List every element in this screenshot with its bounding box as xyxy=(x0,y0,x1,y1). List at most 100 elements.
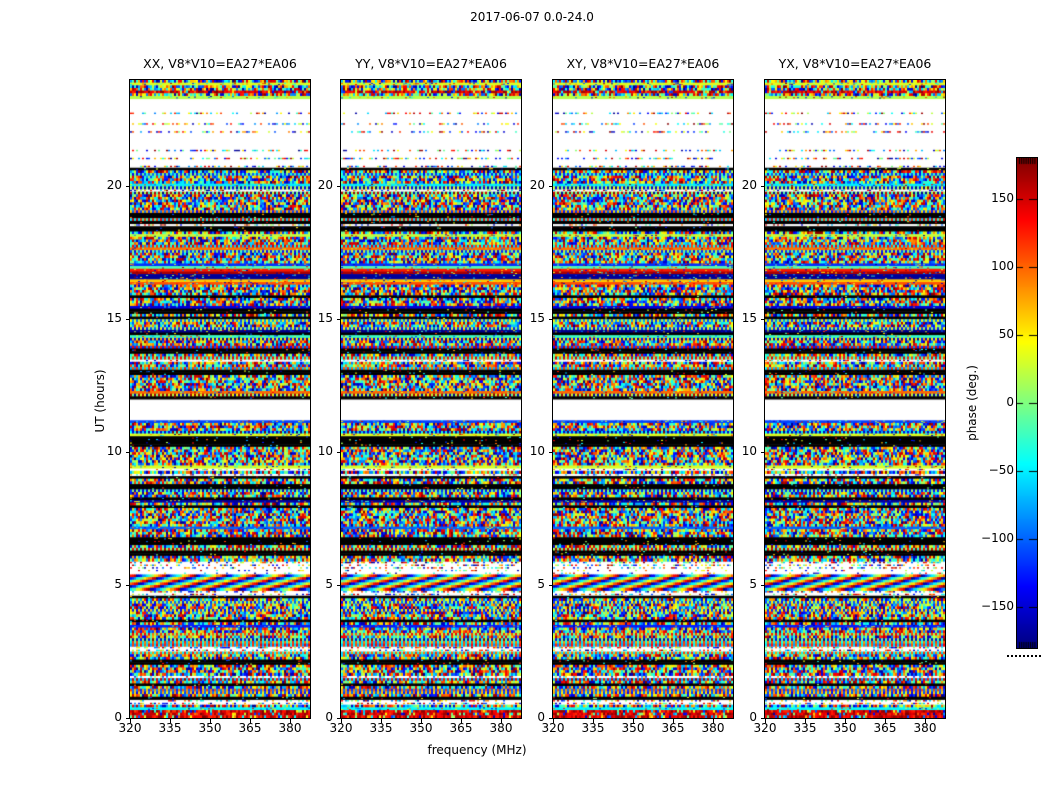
y-tick-label: 0 xyxy=(325,710,333,724)
colorbar-tick-label: −150 xyxy=(981,599,1014,614)
waterfall-canvas-xy xyxy=(552,79,734,719)
x-tick-label: 335 xyxy=(793,721,817,735)
x-tick-label: 335 xyxy=(581,721,605,735)
y-tick-label: 0 xyxy=(749,710,757,724)
x-tick-mark xyxy=(130,719,131,723)
y-tick-label: 20 xyxy=(106,178,122,193)
colorbar-tick-label: 150 xyxy=(991,190,1014,205)
y-tick-label: 5 xyxy=(537,577,545,592)
x-tick-label: 335 xyxy=(158,721,182,735)
x-tick-mark xyxy=(805,719,806,723)
x-tick-mark xyxy=(461,719,462,723)
x-tick-label: 335 xyxy=(369,721,393,735)
y-tick-label: 5 xyxy=(325,577,333,592)
colorbar-extend-dots xyxy=(1007,655,1041,657)
y-tick-mark xyxy=(337,452,341,454)
y-tick-mark xyxy=(761,186,765,188)
y-tick-label: 0 xyxy=(114,710,122,724)
y-tick-label: 0 xyxy=(537,710,545,724)
colorbar-tick-label: 100 xyxy=(991,258,1014,273)
x-tick-mark xyxy=(553,719,554,723)
x-tick-mark xyxy=(925,719,926,723)
y-tick-mark xyxy=(337,585,341,587)
x-tick-mark xyxy=(421,719,422,723)
x-tick-label: 320 xyxy=(118,721,142,735)
x-tick-label: 350 xyxy=(621,721,645,735)
x-tick-mark xyxy=(210,719,211,723)
y-tick-mark xyxy=(126,186,130,188)
y-tick-mark xyxy=(761,718,765,719)
y-tick-mark xyxy=(549,452,553,454)
x-tick-mark xyxy=(845,719,846,723)
y-tick-label: 15 xyxy=(317,311,333,326)
y-tick-mark xyxy=(761,319,765,321)
y-tick-mark xyxy=(337,186,341,188)
x-tick-label: 350 xyxy=(833,721,857,735)
x-tick-mark xyxy=(501,719,502,723)
x-tick-label: 365 xyxy=(238,721,262,735)
x-tick-mark xyxy=(713,719,714,723)
y-axis-label: UT (hours) xyxy=(93,369,107,433)
x-tick-mark xyxy=(593,719,594,723)
x-tick-label: 350 xyxy=(198,721,222,735)
y-tick-mark xyxy=(549,319,553,321)
y-tick-label: 15 xyxy=(741,311,757,326)
colorbar-tick-label: −50 xyxy=(988,463,1014,478)
y-tick-mark xyxy=(337,718,341,719)
y-tick-mark xyxy=(126,452,130,454)
x-tick-label: 365 xyxy=(449,721,473,735)
x-tick-mark xyxy=(170,719,171,723)
y-tick-label: 20 xyxy=(529,178,545,193)
y-tick-label: 15 xyxy=(529,311,545,326)
x-tick-mark xyxy=(765,719,766,723)
x-tick-mark xyxy=(673,719,674,723)
x-tick-label: 320 xyxy=(753,721,777,735)
x-tick-mark xyxy=(341,719,342,723)
colorbar-tick-label: −100 xyxy=(981,531,1014,546)
y-tick-label: 10 xyxy=(741,444,757,459)
waterfall-canvas-xx xyxy=(129,79,311,719)
y-tick-mark xyxy=(761,585,765,587)
x-tick-label: 380 xyxy=(278,721,302,735)
waterfall-canvas-yx xyxy=(764,79,946,719)
y-tick-label: 15 xyxy=(106,311,122,326)
y-tick-label: 20 xyxy=(741,178,757,193)
x-axis-label: frequency (MHz) xyxy=(427,743,527,757)
panel-title-yx: YX, V8*V10=EA27*EA06 xyxy=(778,56,932,71)
x-tick-mark xyxy=(250,719,251,723)
y-tick-label: 5 xyxy=(749,577,757,592)
y-tick-mark xyxy=(549,718,553,719)
x-tick-label: 380 xyxy=(489,721,513,735)
x-tick-label: 320 xyxy=(541,721,565,735)
x-tick-mark xyxy=(633,719,634,723)
x-tick-label: 365 xyxy=(873,721,897,735)
y-tick-mark xyxy=(126,718,130,719)
x-tick-mark xyxy=(290,719,291,723)
y-tick-mark xyxy=(761,452,765,454)
panel-title-yy: YY, V8*V10=EA27*EA06 xyxy=(355,56,507,71)
y-tick-label: 10 xyxy=(106,444,122,459)
x-tick-mark xyxy=(885,719,886,723)
x-tick-label: 380 xyxy=(701,721,725,735)
panel-title-xy: XY, V8*V10=EA27*EA06 xyxy=(566,56,720,71)
y-tick-mark xyxy=(337,319,341,321)
y-tick-label: 20 xyxy=(317,178,333,193)
x-tick-label: 350 xyxy=(409,721,433,735)
panel-title-xx: XX, V8*V10=EA27*EA06 xyxy=(143,56,297,71)
figure-title: 2017-06-07 0.0-24.0 xyxy=(470,10,594,24)
x-tick-mark xyxy=(381,719,382,723)
y-tick-mark xyxy=(549,186,553,188)
colorbar-tick-label: 50 xyxy=(998,326,1014,341)
colorbar-tick-label: 0 xyxy=(1006,395,1014,409)
y-tick-label: 5 xyxy=(114,577,122,592)
waterfall-canvas-yy xyxy=(340,79,522,719)
y-tick-mark xyxy=(126,319,130,321)
y-tick-label: 10 xyxy=(529,444,545,459)
x-tick-label: 365 xyxy=(661,721,685,735)
x-tick-label: 320 xyxy=(329,721,353,735)
y-tick-label: 10 xyxy=(317,444,333,459)
y-tick-mark xyxy=(549,585,553,587)
colorbar-canvas xyxy=(1016,157,1038,649)
x-tick-label: 380 xyxy=(913,721,937,735)
